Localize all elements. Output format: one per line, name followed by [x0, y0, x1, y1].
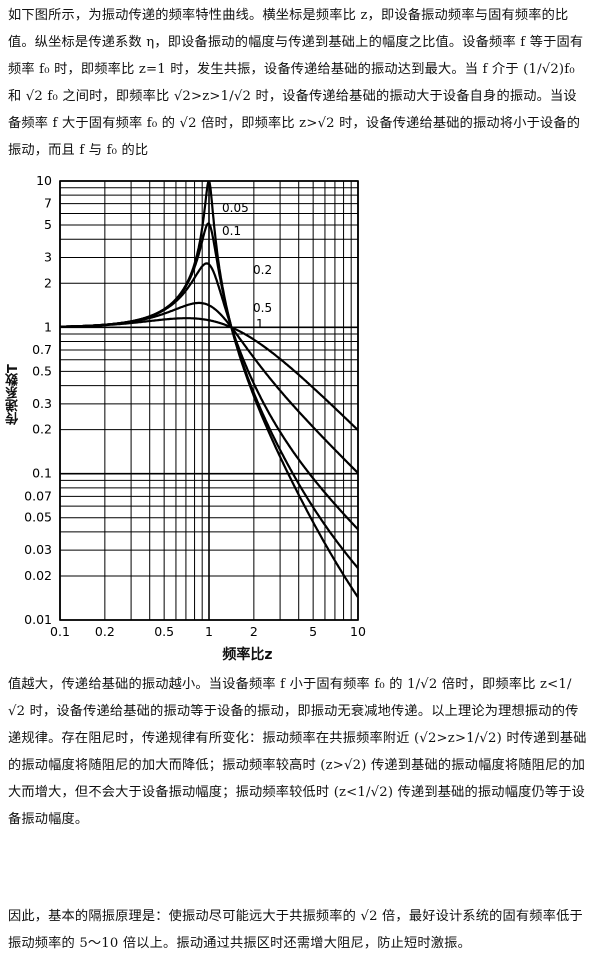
y-tick-label: 7 [44, 196, 52, 211]
y-tick-label: 0.07 [24, 488, 52, 503]
curve-label-1: 0.1 [222, 224, 241, 238]
x-tick-label: 10 [350, 624, 366, 639]
y-tick-label: 0.03 [24, 542, 52, 557]
curve-label-2: 0.2 [253, 263, 272, 277]
theory-paragraph: 值越大，传递给基础的振动越小。当设备频率 f 小于固有频率 f₀ 的 1/√2 … [8, 677, 587, 827]
y-tick-label: 0.5 [32, 363, 52, 378]
x-tick-labels: 0.1 0.2 0.5 1 2 5 10 [50, 624, 366, 639]
y-tick-label: 0.01 [24, 612, 52, 627]
x-tick-label: 2 [250, 624, 258, 639]
curve-1 [60, 317, 358, 431]
y-tick-label: 0.7 [32, 342, 52, 357]
x-tick-label: 5 [309, 624, 317, 639]
x-axis-label: 频率比z [222, 647, 273, 663]
chart-curves [60, 181, 358, 598]
y-tick-label: 0.2 [32, 422, 52, 437]
y-tick-label: 3 [44, 250, 52, 265]
y-tick-label: 1 [44, 319, 52, 334]
y-tick-labels: 0.01 0.02 0.03 0.05 0.07 0.1 0.2 0.3 0.5 0.7 1 2 3 5 7… [24, 173, 52, 627]
curve-label-0: 0.05 [222, 201, 249, 215]
y-tick-label: 0.02 [24, 568, 52, 583]
transmissibility-chart: 0.01 0.02 0.03 0.05 0.07 0.1 0.2 0.3 0.5 0.7 1 2 3 5 7… [0, 168, 595, 673]
y-axis-label: 传递系数T [6, 364, 21, 426]
y-tick-label: 0.3 [32, 396, 52, 411]
curve-labels: 0.05 0.1 0.2 0.5 1 [222, 201, 272, 331]
x-tick-label: 0.1 [50, 624, 70, 639]
y-tick-label: 5 [44, 217, 52, 232]
y-tick-label: 0.1 [32, 466, 52, 481]
chart-svg: 0.01 0.02 0.03 0.05 0.07 0.1 0.2 0.3 0.5 0.7 1 2 3 5 7… [24, 173, 366, 639]
y-tick-label: 2 [44, 275, 52, 290]
y-tick-label: 0.05 [24, 510, 52, 525]
x-tick-label: 0.2 [95, 624, 115, 639]
y-tick-label: 10 [36, 173, 52, 188]
x-tick-label: 1 [205, 624, 213, 639]
curve-label-3: 0.5 [253, 301, 272, 315]
curve-label-4: 1 [256, 317, 264, 331]
intro-paragraph: 如下图所示，为振动传递的频率特性曲线。横坐标是频率比 z，即设备振动频率与固有频… [8, 8, 584, 158]
conclusion-paragraph: 因此，基本的隔振原理是：使振动尽可能远大于共振频率的 √2 倍，最好设计系统的固… [8, 909, 583, 951]
chart-grid [59, 180, 359, 621]
x-tick-label: 0.5 [154, 624, 174, 639]
